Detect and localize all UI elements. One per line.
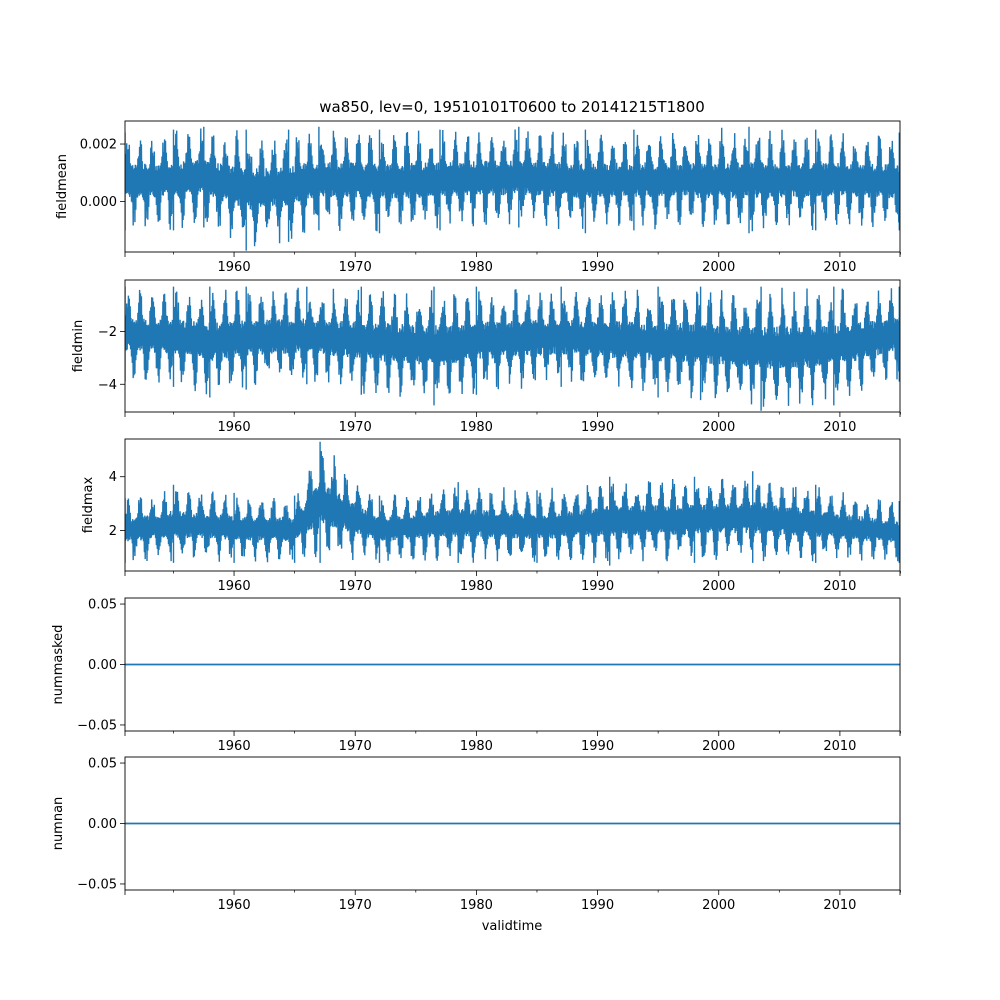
fieldmax-x-tick-label: 1970 (339, 579, 372, 594)
fieldmean-x-tick-label: 1990 (581, 260, 614, 275)
fieldmax-axes-frame (124, 438, 901, 572)
fieldmax-y-tick-label: 2 (109, 524, 117, 539)
fieldmax-y-tick-label: 4 (109, 470, 117, 485)
panel-fieldmax: 1960 1970 1980 1990 2000 2010 2 4 fieldmax (81, 438, 901, 594)
fieldmean-y-tick-label: 0.002 (80, 138, 117, 153)
nummasked-x-tick-label: 1960 (218, 739, 251, 754)
nummasked-x-tick-label: 2010 (823, 739, 856, 754)
fieldmax-series-line (125, 441, 900, 566)
numnan-y-tick-label: −0.05 (77, 877, 117, 892)
fieldmin-x-tick-label: 1980 (460, 420, 493, 435)
fieldmean-x-tick-label: 2010 (823, 260, 856, 275)
fieldmean-series-line (125, 126, 900, 251)
nummasked-x-tick-label: 2000 (702, 739, 735, 754)
numnan-x-tick-label: 1980 (460, 898, 493, 913)
numnan-x-tick-label: 1970 (339, 898, 372, 913)
fieldmax-x-tick-label: 2010 (823, 579, 856, 594)
fieldmax-x-tick-label: 1990 (581, 579, 614, 594)
fieldmin-x-tick-label: 1990 (581, 420, 614, 435)
fieldmin-x-tick-label: 2010 (823, 420, 856, 435)
fieldmax-x-tick-label: 1980 (460, 579, 493, 594)
numnan-x-tick-label: 2010 (823, 898, 856, 913)
nummasked-x-tick-label: 1980 (460, 739, 493, 754)
nummasked-y-axis-label: nummasked (51, 625, 66, 705)
panel-nummasked: 1960 1970 1980 1990 2000 2010 −0.05 0.00 0.05 num… (51, 598, 901, 754)
fieldmin-y-axis-label: fieldmin (71, 320, 86, 373)
panel-numnan: 1960 1970 1980 1990 2000 2010 −0.05 0.00 0.05 num… (51, 757, 901, 913)
fieldmin-x-tick-label: 2000 (702, 420, 735, 435)
fieldmax-x-tick-label: 1960 (218, 579, 251, 594)
numnan-x-tick-label: 2000 (702, 898, 735, 913)
fieldmin-x-tick-label: 1970 (339, 420, 372, 435)
x-axis-label: validtime (482, 919, 543, 934)
panel-fieldmin: 1960 1970 1980 1990 2000 2010 −4 −2 fieldmin (71, 279, 901, 435)
fieldmin-y-tick-label: −4 (98, 378, 117, 393)
fieldmax-y-axis-label: fieldmax (81, 477, 96, 534)
nummasked-y-tick-label: 0.05 (88, 598, 117, 613)
panels: 1960 1970 1980 1990 2000 20100.0000.002fieldm… (51, 120, 901, 913)
numnan-y-tick-label: 0.00 (88, 817, 117, 832)
numnan-x-tick-label: 1990 (581, 898, 614, 913)
fieldmax-x-tick-label: 2000 (702, 579, 735, 594)
nummasked-y-tick-label: −0.05 (77, 718, 117, 733)
nummasked-x-tick-label: 1970 (339, 739, 372, 754)
fieldmean-x-tick-label: 2000 (702, 260, 735, 275)
fieldmin-x-tick-label: 1960 (218, 420, 251, 435)
panel-fieldmean: 1960 1970 1980 1990 2000 2010 0.000 0.002 fieldm… (55, 120, 901, 275)
fieldmean-y-tick-label: 0.000 (80, 195, 117, 210)
nummasked-x-tick-label: 1990 (581, 739, 614, 754)
fieldmean-x-tick-label: 1970 (339, 260, 372, 275)
fieldmin-series-line (125, 286, 900, 411)
fieldmin-y-tick-label: −2 (98, 325, 117, 340)
nummasked-y-tick-label: 0.00 (88, 658, 117, 673)
fieldmean-y-axis-label: fieldmean (55, 154, 70, 219)
fieldmean-axes-frame (124, 120, 901, 253)
figure-title: wa850, lev=0, 19510101T0600 to 20141215T… (319, 98, 705, 116)
numnan-x-tick-label: 1960 (218, 898, 251, 913)
numnan-y-axis-label: numnan (51, 797, 66, 851)
fieldmean-x-tick-label: 1960 (218, 260, 251, 275)
fieldmean-x-tick-label: 1980 (460, 260, 493, 275)
numnan-y-tick-label: 0.05 (88, 757, 117, 772)
fieldmin-axes-frame (124, 279, 901, 413)
